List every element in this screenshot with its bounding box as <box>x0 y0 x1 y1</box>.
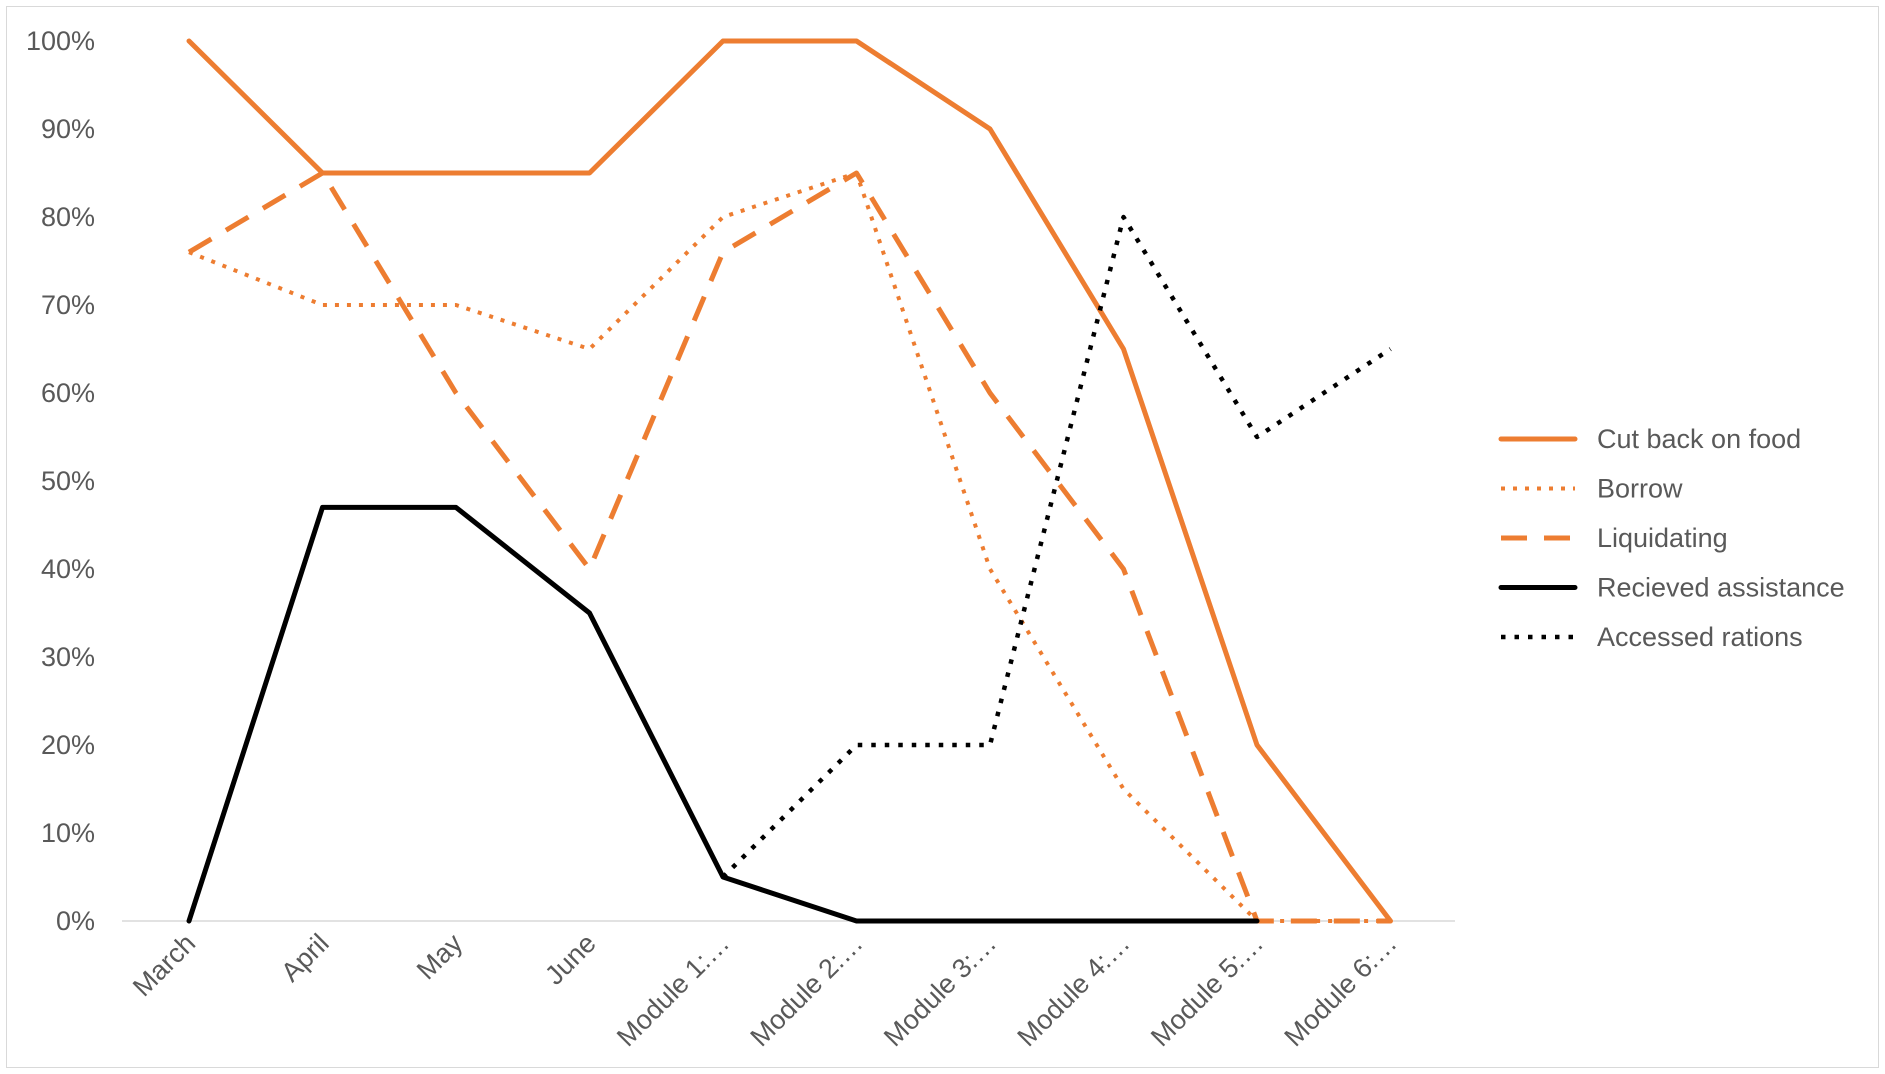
legend-item-recieved-assistance: Recieved assistance <box>1498 573 1845 603</box>
axis-layer: 0% 10% 20% 30% 40% 50% 60% 70% 80% 90% 100% March Ap… <box>26 26 1455 1052</box>
x-tick-label: Module 3:… <box>878 928 1002 1052</box>
x-tick-label: April <box>275 928 334 987</box>
series-line-cut-back-on-food <box>186 38 1393 924</box>
legend-item-cut-back-on-food: Cut back on food <box>1498 424 1801 454</box>
series-line-accessed-rations <box>721 214 1392 879</box>
legend-label: Recieved assistance <box>1597 573 1845 603</box>
legend-label: Cut back on food <box>1597 424 1801 454</box>
series-layer <box>186 38 1393 924</box>
legend-item-borrow: Borrow <box>1501 474 1683 504</box>
series-line-liquidating <box>187 170 1391 924</box>
y-tick-label: 100% <box>26 26 95 56</box>
x-tick-label: Module 6:… <box>1279 928 1403 1052</box>
legend-label: Liquidating <box>1597 523 1728 553</box>
chart-container: 0% 10% 20% 30% 40% 50% 60% 70% 80% 90% 100% March Ap… <box>6 6 1879 1068</box>
x-tick-label: Module 4:… <box>1012 928 1136 1052</box>
y-tick-label: 20% <box>41 730 95 760</box>
line-chart: 0% 10% 20% 30% 40% 50% 60% 70% 80% 90% 100% March Ap… <box>26 26 1845 1052</box>
x-tick-label: Module 5:… <box>1145 928 1269 1052</box>
legend-label: Accessed rations <box>1597 622 1803 652</box>
x-tick-label: Module 1:… <box>611 928 735 1052</box>
x-tick-label: June <box>539 928 602 991</box>
y-tick-label: 30% <box>41 642 95 672</box>
legend-item-liquidating: Liquidating <box>1501 523 1728 553</box>
y-tick-label: 60% <box>41 378 95 408</box>
y-tick-label: 10% <box>41 818 95 848</box>
legend-item-accessed-rations: Accessed rations <box>1501 622 1803 652</box>
y-tick-label: 50% <box>41 466 95 496</box>
y-tick-label: 90% <box>41 114 95 144</box>
series-line-borrow <box>188 171 1391 923</box>
y-tick-label: 40% <box>41 554 95 584</box>
x-tick-label: May <box>411 928 469 986</box>
y-tick-label: 70% <box>41 290 95 320</box>
y-tick-label: 80% <box>41 202 95 232</box>
x-tick-label: Module 2:… <box>745 928 869 1052</box>
legend: Cut back on food Borrow Liquidating Recieve… <box>1498 424 1845 652</box>
legend-label: Borrow <box>1597 474 1683 504</box>
series-line-recieved-assistance <box>186 504 1260 924</box>
x-tick-label: March <box>127 928 201 1002</box>
y-tick-label: 0% <box>56 906 95 936</box>
